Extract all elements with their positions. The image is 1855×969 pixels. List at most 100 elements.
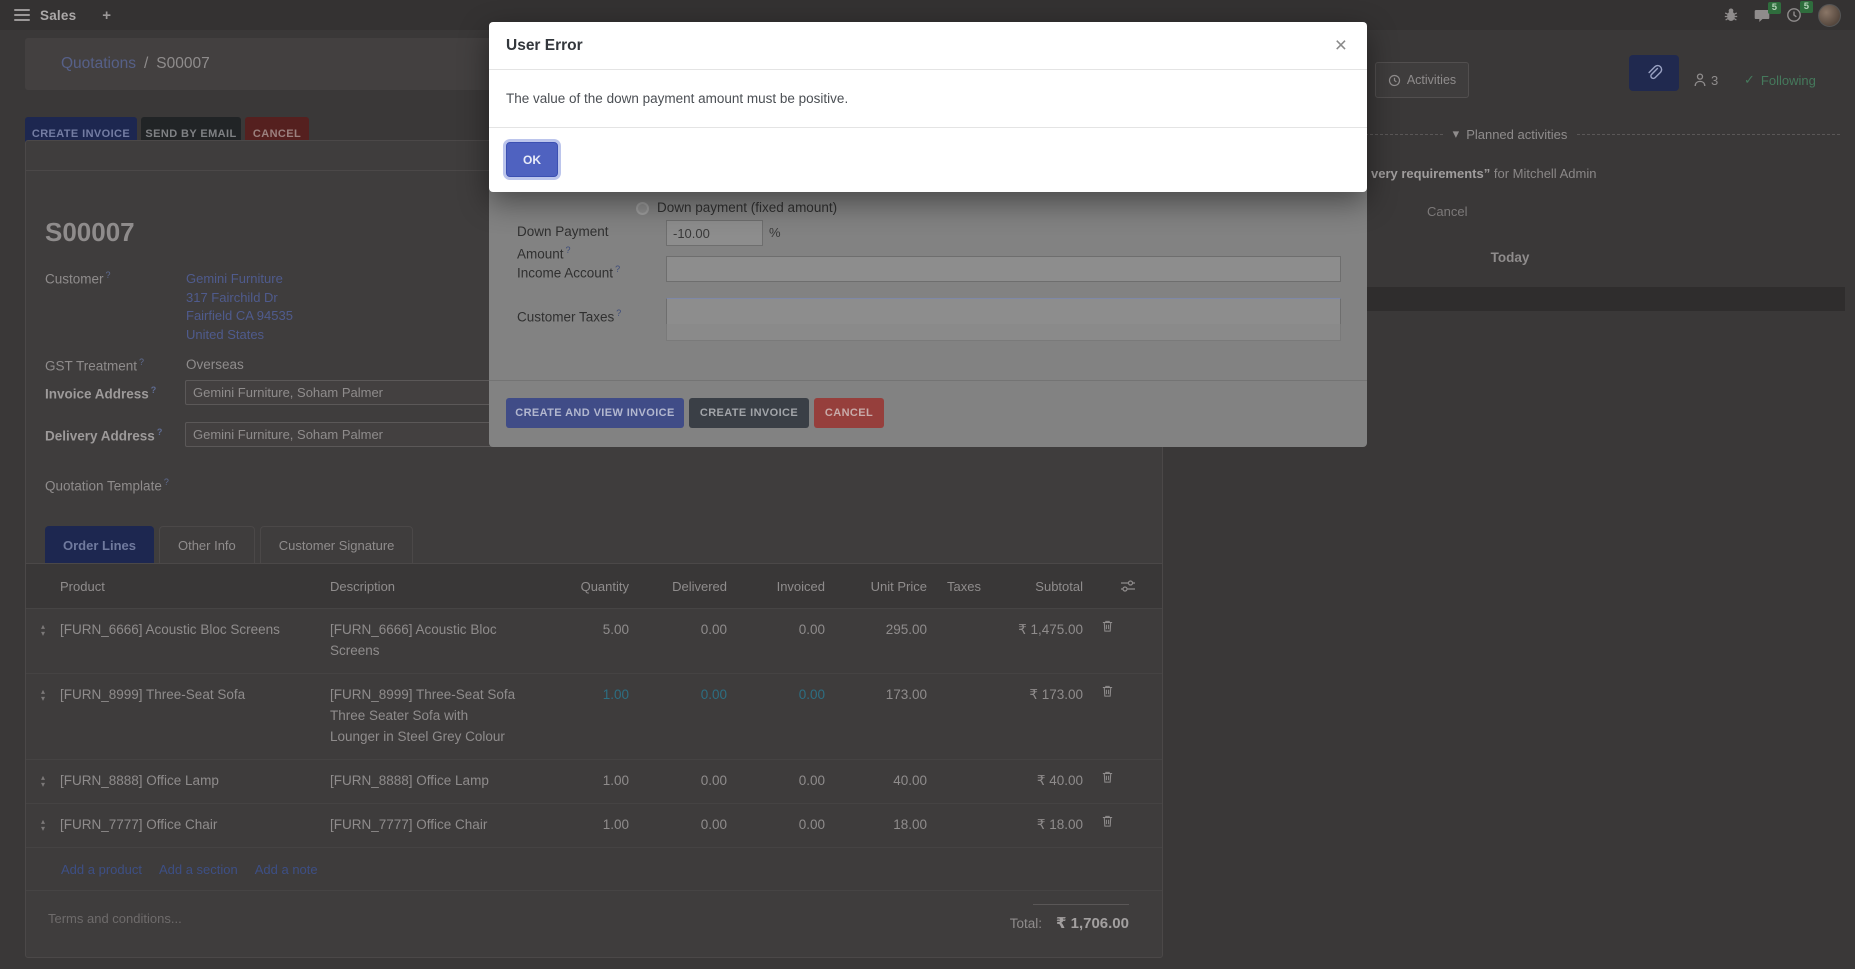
order-lines-table: Product Description Quantity Delivered I…	[26, 564, 1162, 891]
cell-quantity[interactable]: 1.00	[602, 773, 629, 788]
activities-button[interactable]: Activities	[1375, 62, 1469, 98]
cell-unit-price[interactable]: 40.00	[893, 773, 927, 788]
cell-description[interactable]: [FURN_7777] Office Chair	[330, 817, 488, 832]
tab-other-info[interactable]: Other Info	[158, 526, 255, 564]
cell-unit-price[interactable]: 295.00	[885, 622, 927, 637]
add-a-product-link[interactable]: Add a product	[61, 861, 142, 877]
attachments-button[interactable]	[1629, 55, 1679, 91]
total-value: ₹ 1,706.00	[1056, 915, 1129, 932]
down-payment-fixed-radio[interactable]	[636, 202, 649, 215]
customer-name-link: Gemini Furniture	[186, 271, 283, 286]
cancel-modal-button[interactable]: CANCEL	[814, 398, 884, 428]
gst-treatment-value: Overseas	[186, 357, 244, 372]
customer-taxes-input[interactable]	[666, 298, 1341, 325]
paperclip-icon	[1648, 64, 1663, 80]
drag-handle-icon[interactable]: ▴ ▾	[40, 622, 45, 638]
create-invoice-modal-button[interactable]: CREATE INVOICE	[689, 398, 809, 428]
terms-placeholder[interactable]: Terms and conditions...	[48, 911, 182, 926]
customer-label: Customer?	[45, 270, 111, 287]
table-row: ▴ ▾ [FURN_8999] Three-Seat Sofa [FURN_899…	[26, 674, 1162, 760]
delete-row-icon[interactable]	[1083, 814, 1162, 828]
cell-product[interactable]: [FURN_7777] Office Chair	[60, 817, 218, 832]
delivery-address-input[interactable]	[185, 422, 517, 447]
cell-product[interactable]: [FURN_8999] Three-Seat Sofa	[60, 687, 246, 702]
down-payment-fixed-label: Down payment (fixed amount)	[657, 200, 838, 215]
cell-product[interactable]: [FURN_8888] Office Lamp	[60, 773, 219, 788]
delete-row-icon[interactable]	[1083, 770, 1162, 784]
delete-row-icon[interactable]	[1083, 619, 1162, 633]
cell-delivered[interactable]: 0.00	[700, 817, 727, 832]
table-header-row: Product Description Quantity Delivered I…	[26, 564, 1162, 609]
cell-quantity[interactable]: 1.00	[602, 687, 629, 702]
cell-quantity[interactable]: 1.00	[602, 817, 629, 832]
cell-delivered[interactable]: 0.00	[700, 773, 727, 788]
app-name[interactable]: Sales	[40, 7, 77, 23]
gst-treatment-label: GST Treatment?	[45, 357, 145, 374]
cell-invoiced[interactable]: 0.00	[798, 687, 825, 702]
activities-label: Activities	[1406, 73, 1457, 87]
col-delivered: Delivered	[672, 578, 727, 594]
cell-invoiced[interactable]: 0.00	[798, 773, 825, 788]
user-error-dialog: User Error × The value of the down payme…	[489, 22, 1367, 192]
user-avatar[interactable]	[1818, 3, 1841, 27]
ok-button[interactable]: OK	[506, 142, 558, 177]
col-quantity: Quantity	[580, 578, 629, 594]
optional-columns-icon[interactable]	[1083, 580, 1162, 592]
cell-subtotal: ₹ 40.00	[1036, 773, 1083, 788]
drag-handle-icon[interactable]: ▴ ▾	[40, 687, 45, 703]
cell-delivered[interactable]: 0.00	[700, 622, 727, 637]
percent-suffix: %	[769, 225, 781, 240]
following-button[interactable]: ✓ Following	[1744, 63, 1816, 97]
breadcrumb-quotations-link[interactable]: Quotations	[61, 55, 136, 72]
col-subtotal: Subtotal	[1035, 578, 1083, 594]
help-marker: ?	[616, 308, 622, 318]
check-icon: ✓	[1744, 72, 1755, 87]
activity-row[interactable]	[1319, 287, 1845, 311]
close-icon[interactable]: ×	[1334, 34, 1347, 57]
dialog-title: User Error	[506, 36, 583, 54]
activity-clock-icon[interactable]: 5	[1786, 1, 1813, 23]
add-a-section-link[interactable]: Add a section	[158, 861, 238, 877]
planned-activities-toggle[interactable]: ▾ Planned activities	[1452, 126, 1568, 142]
cell-quantity[interactable]: 5.00	[602, 622, 629, 637]
cell-invoiced[interactable]: 0.00	[798, 817, 825, 832]
customer-taxes-dropdown-row[interactable]	[666, 324, 1341, 341]
cell-invoiced[interactable]: 0.00	[798, 622, 825, 637]
income-account-label: Income Account?	[517, 264, 621, 281]
customer-value[interactable]: Gemini Furniture 317 Fairchild Dr Fairfi…	[186, 270, 293, 344]
income-account-input[interactable]	[666, 256, 1341, 282]
help-marker: ?	[615, 264, 621, 274]
following-label: Following	[1760, 72, 1816, 88]
customer-country-link: United States	[186, 326, 265, 342]
new-tab-plus-icon[interactable]: +	[102, 6, 112, 24]
cell-description[interactable]: [FURN_6666] Acoustic Bloc Screens	[330, 622, 497, 658]
tab-order-lines[interactable]: Order Lines	[45, 526, 154, 564]
drag-handle-icon[interactable]: ▴ ▾	[40, 817, 45, 833]
cell-description[interactable]: [FURN_8999] Three-Seat Sofa Three Seater …	[330, 687, 516, 744]
debug-bug-icon[interactable]	[1724, 8, 1738, 22]
table-row: ▴ ▾ [FURN_7777] Office Chair [FURN_7777] …	[26, 804, 1162, 848]
cell-delivered[interactable]: 0.00	[700, 687, 727, 702]
customer-street-link: 317 Fairchild Dr	[186, 289, 278, 305]
tab-customer-signature[interactable]: Customer Signature	[259, 526, 414, 564]
delete-row-icon[interactable]	[1083, 684, 1162, 698]
followers-button[interactable]: 3	[1694, 63, 1718, 97]
create-and-view-invoice-button[interactable]: CREATE AND VIEW INVOICE	[506, 398, 684, 428]
cell-description[interactable]: [FURN_8888] Office Lamp	[330, 773, 489, 788]
col-unit-price: Unit Price	[870, 578, 927, 594]
cell-product[interactable]: [FURN_6666] Acoustic Bloc Screens	[60, 622, 280, 637]
activity-cancel-link[interactable]: Cancel	[1427, 204, 1468, 219]
drag-handle-icon[interactable]: ▴ ▾	[40, 773, 45, 789]
invoice-address-input[interactable]	[185, 380, 517, 405]
add-a-note-link[interactable]: Add a note	[254, 861, 318, 877]
breadcrumb-current: S00007	[156, 55, 210, 72]
caret-down-icon: ▾	[1452, 126, 1460, 141]
hamburger-menu-icon[interactable]	[14, 9, 30, 21]
total-label: Total:	[1009, 916, 1042, 931]
cell-unit-price[interactable]: 18.00	[893, 817, 927, 832]
cell-unit-price[interactable]: 173.00	[885, 687, 927, 702]
down-payment-amount-input[interactable]	[666, 220, 763, 246]
messages-icon[interactable]: 5	[1754, 1, 1781, 23]
help-marker: ?	[139, 357, 145, 367]
